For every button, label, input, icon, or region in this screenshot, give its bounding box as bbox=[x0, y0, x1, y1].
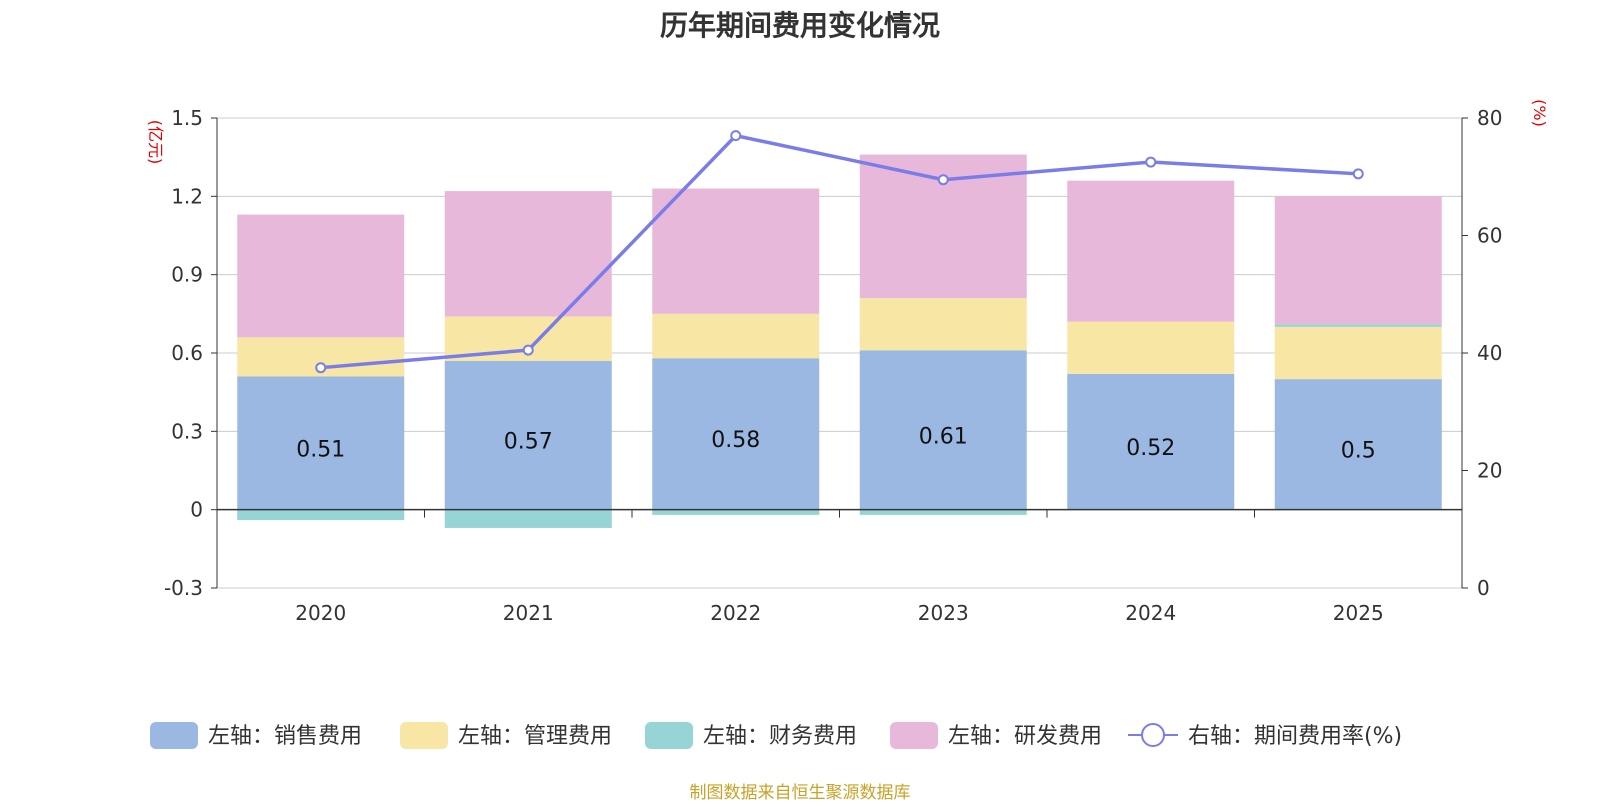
legend-marker bbox=[1141, 723, 1165, 747]
axes: 1.5 1.2 0.9 0.6 0.3 0 -0.3 80 60 40 20 0 (亿元) (%) 2020… bbox=[146, 99, 1549, 625]
bar-segment bbox=[444, 509, 612, 528]
legend-label: 左轴：财务费用 bbox=[703, 724, 857, 749]
bar-segment bbox=[1274, 196, 1442, 325]
bar-segment bbox=[1274, 326, 1442, 380]
bar-segment bbox=[237, 214, 405, 338]
bar-segment bbox=[1067, 373, 1235, 510]
bar-segment bbox=[859, 509, 1027, 515]
left-tick-label: 0 bbox=[190, 498, 203, 522]
data-labels: 0.51 0.57 0.58 0.61 0.52 0.5 bbox=[296, 424, 1375, 463]
x-tick-label: 2025 bbox=[1333, 601, 1384, 625]
legend-label: 右轴：期间费用率(%) bbox=[1188, 724, 1402, 749]
bar-segment bbox=[1067, 321, 1235, 374]
rate-point bbox=[937, 174, 949, 186]
x-tick-label: 2023 bbox=[918, 601, 969, 625]
bar-segment bbox=[237, 509, 405, 521]
data-label: 0.5 bbox=[1341, 439, 1376, 464]
rate-point bbox=[730, 130, 742, 142]
rate-point bbox=[1352, 168, 1364, 180]
right-tick-label: 60 bbox=[1477, 224, 1502, 248]
bars bbox=[237, 154, 1442, 528]
rate-point bbox=[1145, 156, 1157, 168]
left-tick-label: 1.2 bbox=[171, 184, 203, 208]
data-source: 制图数据来自恒生聚源数据库 bbox=[689, 783, 911, 803]
left-tick-label: 1.5 bbox=[171, 106, 203, 130]
right-tick-label: 40 bbox=[1477, 341, 1502, 365]
legend-label: 左轴：管理费用 bbox=[458, 724, 612, 749]
legend: 左轴：销售费用 左轴：管理费用 左轴：财务费用 左轴：研发费用 右轴：期间费用率(%) bbox=[150, 722, 1402, 749]
rate-line bbox=[315, 130, 1364, 374]
data-label: 0.57 bbox=[504, 429, 553, 454]
right-tick-label: 0 bbox=[1477, 576, 1490, 600]
chart-title: 历年期间费用变化情况 bbox=[659, 9, 940, 42]
legend-swatch bbox=[150, 722, 198, 749]
bar-segment bbox=[444, 360, 612, 510]
bar-segment bbox=[444, 191, 612, 317]
left-tick-label: 0.6 bbox=[171, 341, 203, 365]
bar-segment bbox=[859, 350, 1027, 510]
legend-swatch bbox=[890, 722, 938, 749]
bar-segment bbox=[859, 298, 1027, 351]
x-tick-label: 2022 bbox=[710, 601, 761, 625]
legend-label: 左轴：研发费用 bbox=[948, 724, 1102, 749]
x-tick-label: 2021 bbox=[503, 601, 554, 625]
left-axis-unit: (亿元) bbox=[146, 120, 165, 165]
bar-segment bbox=[652, 188, 820, 314]
legend-swatch bbox=[645, 722, 693, 749]
left-tick-label: -0.3 bbox=[164, 576, 203, 600]
bar-segment bbox=[652, 509, 820, 515]
left-tick-label: 0.3 bbox=[171, 419, 203, 443]
bar-segment bbox=[1274, 379, 1442, 510]
left-tick-label: 0.9 bbox=[171, 263, 203, 287]
x-tick-label: 2024 bbox=[1125, 601, 1176, 625]
right-tick-label: 20 bbox=[1477, 459, 1502, 483]
rate-point bbox=[315, 362, 327, 374]
bar-segment bbox=[237, 376, 405, 510]
legend-label: 左轴：销售费用 bbox=[208, 724, 362, 749]
data-label: 0.52 bbox=[1126, 436, 1175, 461]
data-label: 0.58 bbox=[711, 428, 760, 453]
grid-lines bbox=[217, 117, 1462, 589]
rate-line-path bbox=[320, 133, 1359, 370]
right-axis-unit: (%) bbox=[1530, 99, 1549, 127]
rate-point bbox=[522, 344, 534, 356]
bar-segment bbox=[1067, 180, 1235, 322]
data-label: 0.51 bbox=[296, 437, 345, 462]
bar-segment bbox=[652, 313, 820, 359]
data-label: 0.61 bbox=[919, 424, 968, 449]
bar-segment bbox=[652, 358, 820, 510]
bar-segment bbox=[1274, 324, 1442, 327]
x-tick-label: 2020 bbox=[295, 601, 346, 625]
legend-swatch bbox=[400, 722, 448, 749]
right-tick-label: 80 bbox=[1477, 106, 1502, 130]
